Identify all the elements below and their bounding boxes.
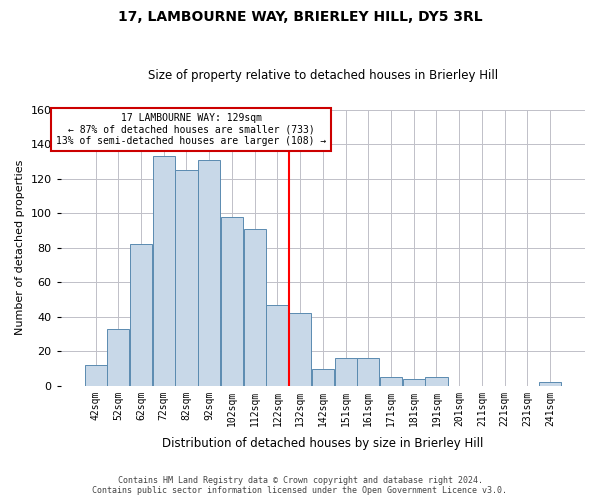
Text: Contains HM Land Registry data © Crown copyright and database right 2024.
Contai: Contains HM Land Registry data © Crown c…	[92, 476, 508, 495]
Title: Size of property relative to detached houses in Brierley Hill: Size of property relative to detached ho…	[148, 69, 498, 82]
Bar	[221, 216, 243, 386]
Bar	[130, 244, 152, 386]
Bar	[85, 365, 107, 386]
Bar	[244, 228, 266, 386]
Bar	[107, 329, 130, 386]
Bar	[153, 156, 175, 386]
Bar	[312, 368, 334, 386]
Bar	[357, 358, 379, 386]
Y-axis label: Number of detached properties: Number of detached properties	[15, 160, 25, 336]
Bar	[425, 377, 448, 386]
Bar	[380, 377, 402, 386]
Bar	[266, 304, 289, 386]
Text: 17 LAMBOURNE WAY: 129sqm
← 87% of detached houses are smaller (733)
13% of semi-: 17 LAMBOURNE WAY: 129sqm ← 87% of detach…	[56, 113, 326, 146]
Bar	[175, 170, 197, 386]
X-axis label: Distribution of detached houses by size in Brierley Hill: Distribution of detached houses by size …	[162, 437, 484, 450]
Bar	[403, 379, 425, 386]
Bar	[198, 160, 220, 386]
Bar	[335, 358, 356, 386]
Text: 17, LAMBOURNE WAY, BRIERLEY HILL, DY5 3RL: 17, LAMBOURNE WAY, BRIERLEY HILL, DY5 3R…	[118, 10, 482, 24]
Bar	[289, 314, 311, 386]
Bar	[539, 382, 561, 386]
